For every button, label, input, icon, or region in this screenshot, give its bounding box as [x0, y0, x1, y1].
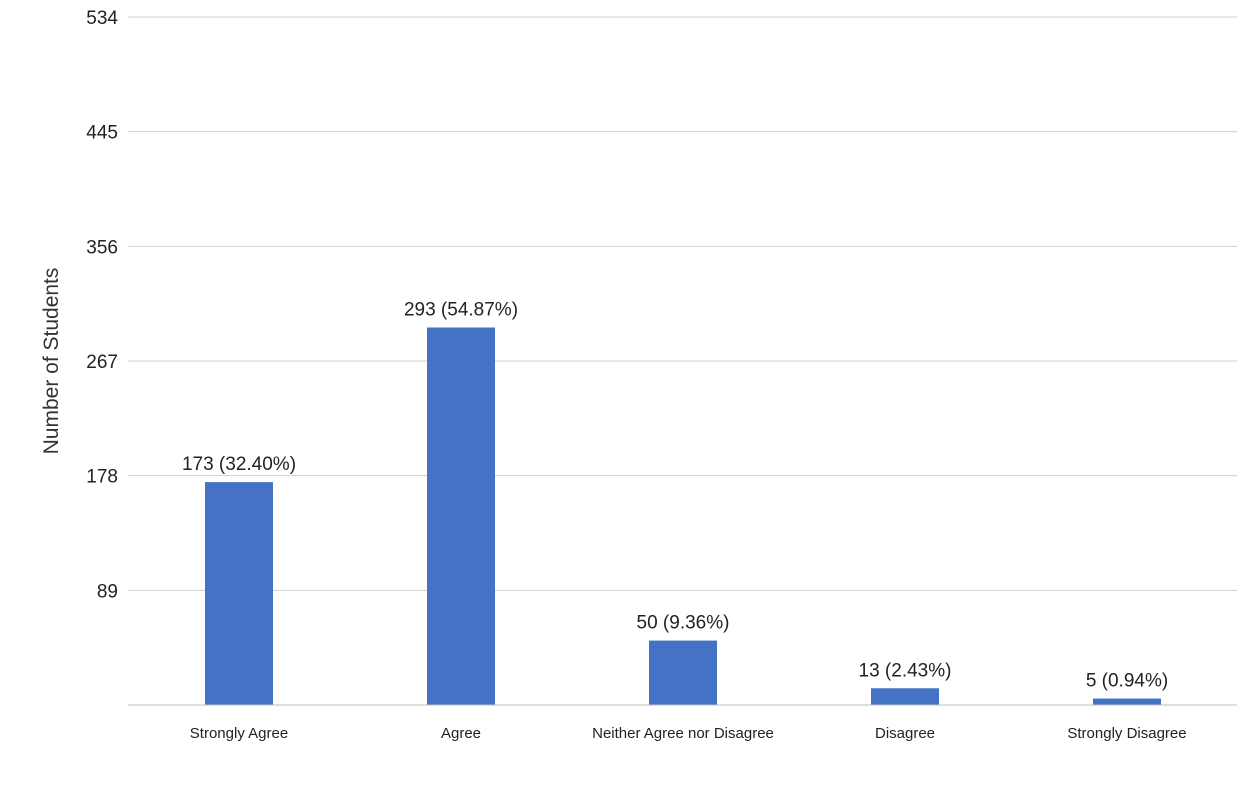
x-category-label: Strongly Disagree: [1067, 725, 1186, 742]
x-category-label: Neither Agree nor Disagree: [592, 725, 774, 742]
bar: [205, 482, 273, 705]
data-label: 13 (2.43%): [859, 660, 952, 681]
bar: [871, 688, 939, 705]
y-axis-label: Number of Students: [40, 268, 63, 455]
bars: [205, 327, 1161, 705]
bar: [649, 640, 717, 705]
y-axis-ticks: 534 445 356 267 178 89: [86, 8, 118, 602]
y-tick-label: 178: [86, 467, 118, 488]
data-label: 50 (9.36%): [637, 613, 730, 634]
bar: [427, 327, 495, 705]
y-tick-label: 89: [97, 581, 118, 602]
gridlines: [128, 16, 1237, 591]
x-axis-categories: Strongly Agree Agree Neither Agree nor Dis…: [190, 725, 1187, 742]
data-label: 5 (0.94%): [1086, 671, 1168, 692]
x-category-label: Strongly Agree: [190, 725, 288, 742]
data-labels: 173 (32.40%) 293 (54.87%) 50 (9.36%) 13 (2.…: [182, 300, 1168, 692]
y-tick-label: 267: [86, 352, 118, 373]
x-category-label: Agree: [441, 725, 481, 742]
y-tick-label: 445: [86, 123, 118, 144]
x-category-label: Disagree: [875, 725, 935, 742]
y-tick-label: 356: [86, 237, 118, 258]
data-label: 173 (32.40%): [182, 454, 296, 475]
y-tick-label: 534: [86, 8, 118, 29]
data-label: 293 (54.87%): [404, 300, 518, 321]
bar: [1093, 698, 1161, 705]
